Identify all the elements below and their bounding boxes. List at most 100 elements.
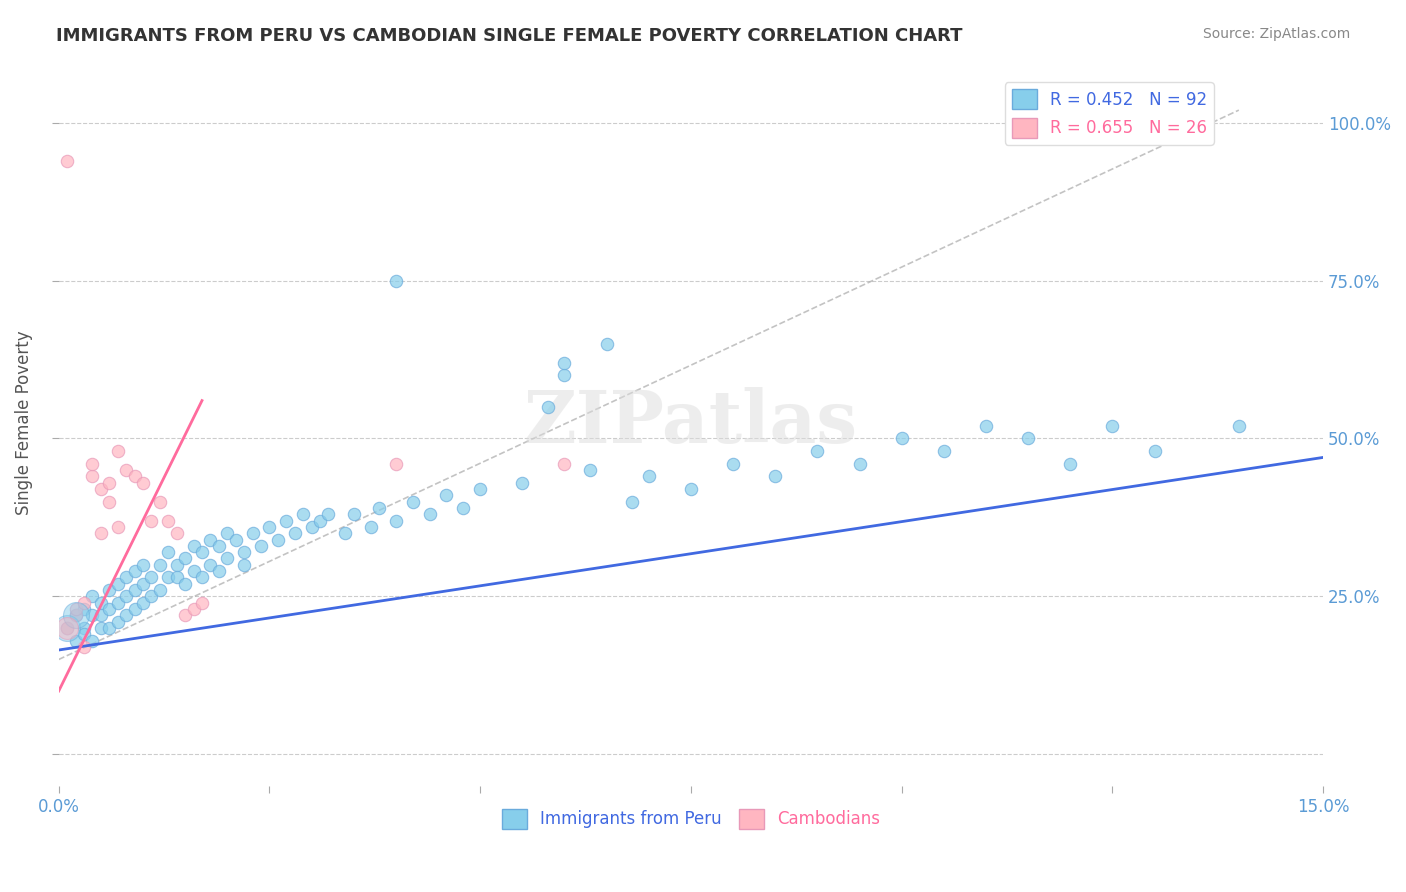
Point [974,418,997,433]
Point [90,596,112,610]
Point [98,494,121,508]
Point [90,621,112,635]
Point [107,444,129,458]
Point [174,608,197,623]
Point [183,564,205,578]
Point [115,608,138,623]
Point [56,621,79,635]
Point [98,621,121,635]
Point [217,526,239,541]
Text: ZIPatlas: ZIPatlas [524,387,858,458]
Point [149,558,172,572]
Point [360,520,382,534]
Point [73,596,96,610]
Point [1227,418,1250,433]
Point [166,558,188,572]
Point [132,576,155,591]
Point [124,602,146,616]
Point [115,590,138,604]
Point [107,596,129,610]
Point [806,444,828,458]
Point [200,533,222,547]
Point [200,558,222,572]
Point [510,475,533,490]
Point [82,608,104,623]
Point [233,545,256,559]
Point [453,500,475,515]
Point [107,615,129,629]
Point [225,533,247,547]
Point [115,570,138,584]
Point [637,469,659,483]
Point [56,621,79,635]
Point [166,526,188,541]
Point [267,533,290,547]
Point [65,633,87,648]
Point [65,608,87,623]
Point [1017,432,1039,446]
Point [174,551,197,566]
Point [183,602,205,616]
Point [763,469,786,483]
Point [82,469,104,483]
Point [166,570,188,584]
Point [56,621,79,635]
Point [191,570,214,584]
Point [191,596,214,610]
Point [385,274,408,288]
Point [436,488,458,502]
Point [132,475,155,490]
Text: Source: ZipAtlas.com: Source: ZipAtlas.com [1202,27,1350,41]
Point [174,576,197,591]
Point [183,539,205,553]
Point [553,356,575,370]
Point [82,590,104,604]
Point [721,457,744,471]
Point [470,482,492,496]
Point [419,508,441,522]
Legend: Immigrants from Peru, Cambodians: Immigrants from Peru, Cambodians [495,802,887,836]
Point [98,582,121,597]
Point [73,627,96,641]
Point [208,539,231,553]
Point [82,633,104,648]
Point [679,482,702,496]
Point [82,457,104,471]
Point [73,621,96,635]
Point [98,602,121,616]
Point [56,621,79,635]
Point [157,570,180,584]
Point [301,520,323,534]
Point [149,582,172,597]
Point [107,576,129,591]
Point [1101,418,1123,433]
Point [335,526,357,541]
Point [73,640,96,654]
Point [1143,444,1166,458]
Point [848,457,870,471]
Point [141,514,163,528]
Point [402,494,425,508]
Point [276,514,298,528]
Point [1059,457,1081,471]
Point [620,494,643,508]
Point [157,514,180,528]
Point [107,520,129,534]
Point [242,526,264,541]
Point [890,432,912,446]
Point [124,564,146,578]
Point [932,444,955,458]
Point [141,570,163,584]
Point [90,526,112,541]
Point [385,457,408,471]
Point [208,564,231,578]
Point [309,514,332,528]
Point [132,596,155,610]
Point [56,153,79,168]
Point [259,520,281,534]
Point [65,608,87,623]
Point [141,590,163,604]
Point [553,368,575,383]
Point [578,463,600,477]
Point [595,336,617,351]
